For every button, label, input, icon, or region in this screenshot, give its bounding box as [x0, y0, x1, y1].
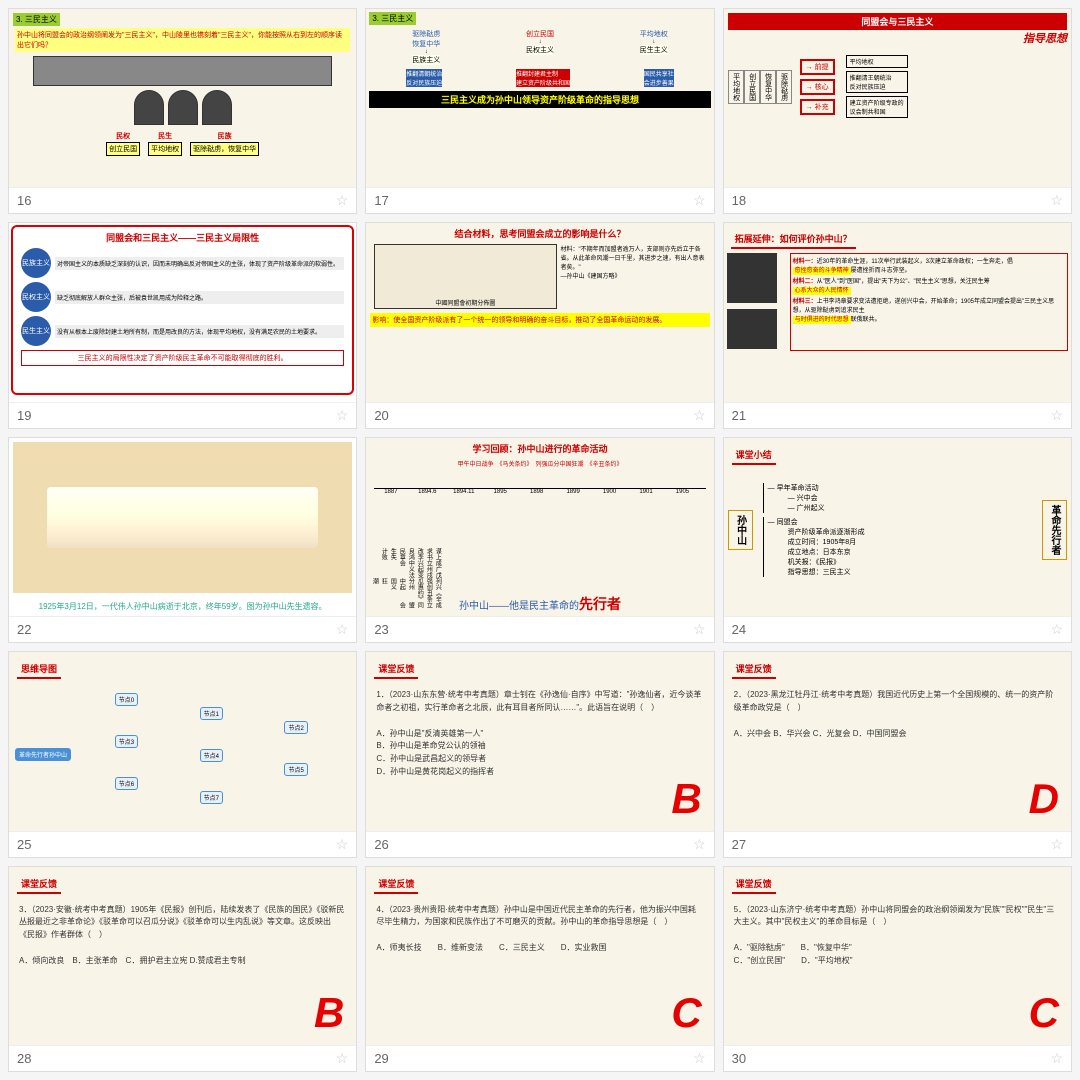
slide-thumbnail: 课堂反馈3．（2023·安徽·统考中考真题）1905年《民报》创刊后，陆续发表了…: [9, 867, 356, 1045]
slide-number: 27: [732, 837, 746, 852]
slide-thumbnail: 思维导图革命先行者孙中山节点0节点1节点2节点3节点4节点5节点6节点7: [9, 652, 356, 830]
slide-footer: 25 ☆: [9, 831, 356, 857]
slide-footer: 20 ☆: [366, 402, 713, 428]
slide-thumbnail: 课堂反馈4．（2023·贵州贵阳·统考中考真题）孙中山是中国近代民主革命的先行者…: [366, 867, 713, 1045]
slide-footer: 22 ☆: [9, 616, 356, 642]
slide-26[interactable]: 课堂反馈1．（2023·山东东营·统考中考真题）章士钊在《孙逸仙·自序》中写道：…: [365, 651, 714, 857]
slide-number: 18: [732, 193, 746, 208]
slide-number: 17: [374, 193, 388, 208]
slide-thumbnail: 1925年3月12日，一代伟人孙中山病逝于北京，终年59岁。图为孙中山先生遗容。: [9, 438, 356, 616]
slide-number: 16: [17, 193, 31, 208]
slide-number: 28: [17, 1051, 31, 1066]
slide-18[interactable]: 同盟会与三民主义指导思想平均地权创立民国恢复中华驱除鞑虏→ 前提→ 核心→ 补充…: [723, 8, 1072, 214]
slide-number: 29: [374, 1051, 388, 1066]
slide-19[interactable]: 同盟会和三民主义——三民主义局限性民族主义对帝国主义的本质缺乏深刻的认识，因而未…: [8, 222, 357, 428]
slide-footer: 28 ☆: [9, 1045, 356, 1071]
slide-thumbnail: 学习回顾：孙中山进行的革命活动甲午中日战争 《马关条约》 列强瓜分中国狂潮 《辛…: [366, 438, 713, 616]
slide-thumbnail: 同盟会与三民主义指导思想平均地权创立民国恢复中华驱除鞑虏→ 前提→ 核心→ 补充…: [724, 9, 1071, 187]
slide-number: 23: [374, 622, 388, 637]
slide-thumbnail: 课堂反馈1．（2023·山东东营·统考中考真题）章士钊在《孙逸仙·自序》中写道：…: [366, 652, 713, 830]
star-icon[interactable]: ☆: [693, 1050, 706, 1067]
slide-footer: 26 ☆: [366, 831, 713, 857]
slide-thumbnail: 3. 三民主义驱除鞑虏恢复中华↓民族主义创立民国↓民权主义平均地权↓民生主义推翻…: [366, 9, 713, 187]
slide-thumbnail: 3. 三民主义孙中山将同盟会的政治纲领阐发为"三民主义"，中山陵里也镌刻着"三民…: [9, 9, 356, 187]
slide-footer: 17 ☆: [366, 187, 713, 213]
slide-number: 30: [732, 1051, 746, 1066]
slide-27[interactable]: 课堂反馈2．（2023·黑龙江牡丹江·统考中考真题）我国近代历史上第一个全国规模…: [723, 651, 1072, 857]
slide-footer: 30 ☆: [724, 1045, 1071, 1071]
slide-thumbnail: 结合材料，思考同盟会成立的影响是什么？中國同盟會初期分佈圖材料："不期年而加盟者…: [366, 223, 713, 401]
slide-20[interactable]: 结合材料，思考同盟会成立的影响是什么？中國同盟會初期分佈圖材料："不期年而加盟者…: [365, 222, 714, 428]
star-icon[interactable]: ☆: [336, 621, 349, 638]
slide-footer: 27 ☆: [724, 831, 1071, 857]
slide-17[interactable]: 3. 三民主义驱除鞑虏恢复中华↓民族主义创立民国↓民权主义平均地权↓民生主义推翻…: [365, 8, 714, 214]
slide-thumbnail: 课堂小结孙中山— 早年革命活动— 兴中会— 广州起义— 同盟会资产阶级革命派逐渐…: [724, 438, 1071, 616]
slide-29[interactable]: 课堂反馈4．（2023·贵州贵阳·统考中考真题）孙中山是中国近代民主革命的先行者…: [365, 866, 714, 1072]
star-icon[interactable]: ☆: [336, 1050, 349, 1067]
slide-25[interactable]: 思维导图革命先行者孙中山节点0节点1节点2节点3节点4节点5节点6节点7 25 ☆: [8, 651, 357, 857]
slide-28[interactable]: 课堂反馈3．（2023·安徽·统考中考真题）1905年《民报》创刊后，陆续发表了…: [8, 866, 357, 1072]
slide-number: 24: [732, 622, 746, 637]
slide-thumbnail: 课堂反馈5．（2023·山东济宁·统考中考真题）孙中山将同盟会的政治纲领阐发为"…: [724, 867, 1071, 1045]
star-icon[interactable]: ☆: [693, 836, 706, 853]
slide-footer: 18 ☆: [724, 187, 1071, 213]
slide-thumbnail: 课堂反馈2．（2023·黑龙江牡丹江·统考中考真题）我国近代历史上第一个全国规模…: [724, 652, 1071, 830]
slide-footer: 23 ☆: [366, 616, 713, 642]
star-icon[interactable]: ☆: [336, 407, 349, 424]
slide-number: 26: [374, 837, 388, 852]
slide-footer: 16 ☆: [9, 187, 356, 213]
slide-footer: 29 ☆: [366, 1045, 713, 1071]
slide-24[interactable]: 课堂小结孙中山— 早年革命活动— 兴中会— 广州起义— 同盟会资产阶级革命派逐渐…: [723, 437, 1072, 643]
slide-30[interactable]: 课堂反馈5．（2023·山东济宁·统考中考真题）孙中山将同盟会的政治纲领阐发为"…: [723, 866, 1072, 1072]
star-icon[interactable]: ☆: [1050, 836, 1063, 853]
star-icon[interactable]: ☆: [693, 407, 706, 424]
star-icon[interactable]: ☆: [1050, 407, 1063, 424]
star-icon[interactable]: ☆: [336, 192, 349, 209]
star-icon[interactable]: ☆: [1050, 192, 1063, 209]
slide-footer: 24 ☆: [724, 616, 1071, 642]
slide-thumbnail: 拓展延伸：如何评价孙中山？材料一：近30年的革命生涯，11次举行武装起义，3次建…: [724, 223, 1071, 401]
star-icon[interactable]: ☆: [693, 192, 706, 209]
slide-number: 20: [374, 408, 388, 423]
slide-22[interactable]: 1925年3月12日，一代伟人孙中山病逝于北京，终年59岁。图为孙中山先生遗容。…: [8, 437, 357, 643]
star-icon[interactable]: ☆: [336, 836, 349, 853]
slide-number: 22: [17, 622, 31, 637]
slide-number: 25: [17, 837, 31, 852]
slide-footer: 21 ☆: [724, 402, 1071, 428]
slide-footer: 19 ☆: [9, 402, 356, 428]
star-icon[interactable]: ☆: [1050, 1050, 1063, 1067]
slide-16[interactable]: 3. 三民主义孙中山将同盟会的政治纲领阐发为"三民主义"，中山陵里也镌刻着"三民…: [8, 8, 357, 214]
slide-21[interactable]: 拓展延伸：如何评价孙中山？材料一：近30年的革命生涯，11次举行武装起义，3次建…: [723, 222, 1072, 428]
star-icon[interactable]: ☆: [693, 621, 706, 638]
slide-thumbnail: 同盟会和三民主义——三民主义局限性民族主义对帝国主义的本质缺乏深刻的认识，因而未…: [9, 223, 356, 401]
star-icon[interactable]: ☆: [1050, 621, 1063, 638]
slide-23[interactable]: 学习回顾：孙中山进行的革命活动甲午中日战争 《马关条约》 列强瓜分中国狂潮 《辛…: [365, 437, 714, 643]
slide-number: 21: [732, 408, 746, 423]
slide-number: 19: [17, 408, 31, 423]
